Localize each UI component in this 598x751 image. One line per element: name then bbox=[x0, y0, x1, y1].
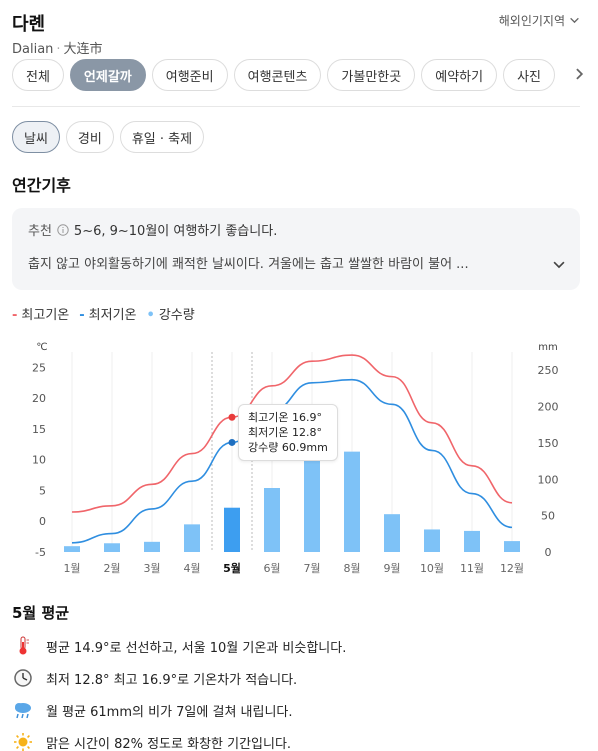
sub-tab-bar: 날씨 경비 휴일 · 축제 bbox=[12, 121, 205, 153]
y-tick-right: 50 bbox=[541, 510, 555, 523]
rain-bar bbox=[264, 488, 280, 552]
x-tick-label: 3월 bbox=[143, 562, 160, 575]
region-dropdown[interactable]: 해외인기지역 bbox=[499, 12, 580, 29]
rain-bar bbox=[464, 530, 480, 552]
fact-temperature-range: 최저 12.8° 최고 16.9°로 기온차가 적습니다. bbox=[12, 662, 346, 694]
rain-bar bbox=[184, 524, 200, 552]
chart-legend: - 최고기온 - 최저기온 • 강수량 bbox=[12, 304, 195, 323]
y-tick-left: 0 bbox=[39, 515, 46, 528]
x-tick-label: 6월 bbox=[263, 562, 280, 575]
tooltip-rain: 강수량 60.9mm bbox=[248, 441, 328, 454]
y-tick-left: 15 bbox=[32, 423, 46, 436]
fact-text: 월 평균 61mm의 비가 7일에 걸쳐 내립니다. bbox=[46, 704, 293, 720]
chevron-right-icon bbox=[576, 68, 584, 80]
fact-rainfall: 월 평균 61mm의 비가 7일에 걸쳐 내립니다. bbox=[12, 694, 346, 726]
y-tick-right: 0 bbox=[545, 546, 552, 559]
y-tick-right: 250 bbox=[538, 364, 559, 377]
y-tick-right: 200 bbox=[538, 401, 559, 414]
subtab-holidays-festivals[interactable]: 휴일 · 축제 bbox=[119, 121, 205, 153]
rain-bar bbox=[504, 541, 520, 552]
tab-photos[interactable]: 사진 bbox=[503, 59, 555, 91]
legend-high: - 최고기온 bbox=[12, 308, 70, 323]
x-tick-label: 5월 bbox=[223, 561, 241, 575]
rain-cloud-icon bbox=[12, 699, 34, 721]
legend-low: - 최저기온 bbox=[79, 308, 137, 323]
fact-text: 최저 12.8° 최고 16.9°로 기온차가 적습니다. bbox=[46, 672, 298, 688]
rain-bar bbox=[64, 546, 80, 552]
rain-bar bbox=[384, 514, 400, 552]
fact-temperature: 평균 14.9°로 선선하고, 서울 10월 기온과 비슷합니다. bbox=[12, 630, 346, 662]
subtab-expenses[interactable]: 경비 bbox=[65, 121, 114, 153]
x-tick-label: 7월 bbox=[303, 562, 320, 575]
tab-travel-prep[interactable]: 여행준비 bbox=[151, 59, 228, 91]
tab-travel-content[interactable]: 여행콘텐츠 bbox=[233, 59, 322, 91]
tooltip-low: 최저기온 12.8° bbox=[248, 426, 322, 439]
rain-bar bbox=[304, 446, 320, 552]
x-tick-label: 11월 bbox=[460, 562, 484, 575]
thermometer-icon bbox=[12, 635, 34, 657]
x-tick-label: 4월 bbox=[183, 562, 200, 575]
y-tick-left: 25 bbox=[32, 361, 46, 374]
recommendation-box: 추천 5~6, 9~10월이 여행하기 좋습니다. 춥지 않고 야외활동하기에 … bbox=[12, 208, 580, 290]
chevron-down-icon bbox=[570, 17, 579, 24]
expand-toggle[interactable] bbox=[552, 258, 566, 276]
tooltip-high: 최고기온 16.9° bbox=[248, 411, 322, 424]
divider bbox=[12, 106, 580, 107]
tab-all[interactable]: 전체 bbox=[12, 59, 64, 91]
high-temp-line bbox=[71, 354, 513, 513]
rain-bar bbox=[144, 541, 160, 552]
x-tick-label: 8월 bbox=[343, 562, 360, 575]
fact-sunshine: 맑은 시간이 82% 정도로 화창한 기간입니다. bbox=[12, 726, 346, 751]
page-header: 다롄 Dalian · 大连市 해외인기지역 bbox=[12, 8, 586, 57]
y-tick-left: 5 bbox=[39, 484, 46, 497]
x-tick-label: 9월 bbox=[383, 562, 400, 575]
rain-bar bbox=[344, 451, 360, 552]
chevron-down-icon bbox=[553, 261, 565, 269]
rain-bar bbox=[424, 529, 440, 552]
x-tick-label: 12월 bbox=[500, 562, 524, 575]
y-axis-left-unit: ℃ bbox=[36, 342, 47, 353]
section-title-annual-climate: 연간기후 bbox=[12, 176, 71, 195]
y-tick-left: -5 bbox=[35, 546, 46, 559]
y-axis-right-unit: mm bbox=[538, 342, 557, 353]
tab-when-to-go[interactable]: 언제갈까 bbox=[69, 59, 146, 91]
y-tick-left: 20 bbox=[32, 392, 46, 405]
recommendation-text: 5~6, 9~10월이 여행하기 좋습니다. bbox=[73, 224, 278, 239]
subtitle-english: Dalian bbox=[12, 42, 54, 57]
rain-bar bbox=[104, 543, 120, 552]
tabs-next-button[interactable] bbox=[572, 66, 586, 85]
recommendation-description: 춥지 않고 야외활동하기에 쾌적한 날씨이다. 겨울에는 춥고 쌀쌀한 바람이 … bbox=[28, 257, 469, 272]
x-tick-label: 2월 bbox=[103, 562, 120, 575]
legend-rain: • 강수량 bbox=[146, 308, 195, 323]
tab-reservation[interactable]: 예약하기 bbox=[421, 59, 498, 91]
month-facts-list: 평균 14.9°로 선선하고, 서울 10월 기온과 비슷합니다. 최저 12.… bbox=[12, 630, 346, 751]
month-summary-title: 5월 평균 bbox=[12, 604, 70, 622]
subtitle-chinese: 大连市 bbox=[63, 42, 103, 57]
info-icon[interactable] bbox=[57, 223, 69, 236]
high-temp-point bbox=[228, 413, 236, 421]
main-tab-bar: 전체 언제갈까 여행준비 여행콘텐츠 가볼만한곳 예약하기 사진 bbox=[12, 59, 598, 93]
fact-text: 평균 14.9°로 선선하고, 서울 10월 기온과 비슷합니다. bbox=[46, 640, 347, 656]
page-title: 다롄 bbox=[12, 14, 46, 35]
x-tick-label: 1월 bbox=[63, 562, 80, 575]
low-temp-line bbox=[71, 378, 513, 544]
x-tick-label: 10월 bbox=[420, 562, 444, 575]
y-tick-right: 150 bbox=[538, 437, 559, 450]
subtab-weather[interactable]: 날씨 bbox=[12, 121, 60, 153]
recommendation-label: 추천 bbox=[28, 224, 52, 239]
fact-text: 맑은 시간이 82% 정도로 화창한 기간입니다. bbox=[46, 736, 292, 751]
y-tick-right: 100 bbox=[538, 473, 559, 486]
tab-places-to-visit[interactable]: 가볼만한곳 bbox=[327, 59, 416, 91]
y-tick-left: 10 bbox=[32, 454, 46, 467]
rain-bar bbox=[224, 507, 240, 552]
chart-tooltip: 최고기온 16.9° 최저기온 12.8° 강수량 60.9mm bbox=[238, 404, 338, 461]
low-temp-point bbox=[228, 438, 236, 446]
clock-icon bbox=[12, 667, 34, 689]
sun-icon bbox=[12, 731, 34, 751]
page-subtitle: Dalian · 大连市 bbox=[12, 42, 103, 57]
region-dropdown-label: 해외인기지역 bbox=[498, 14, 565, 28]
